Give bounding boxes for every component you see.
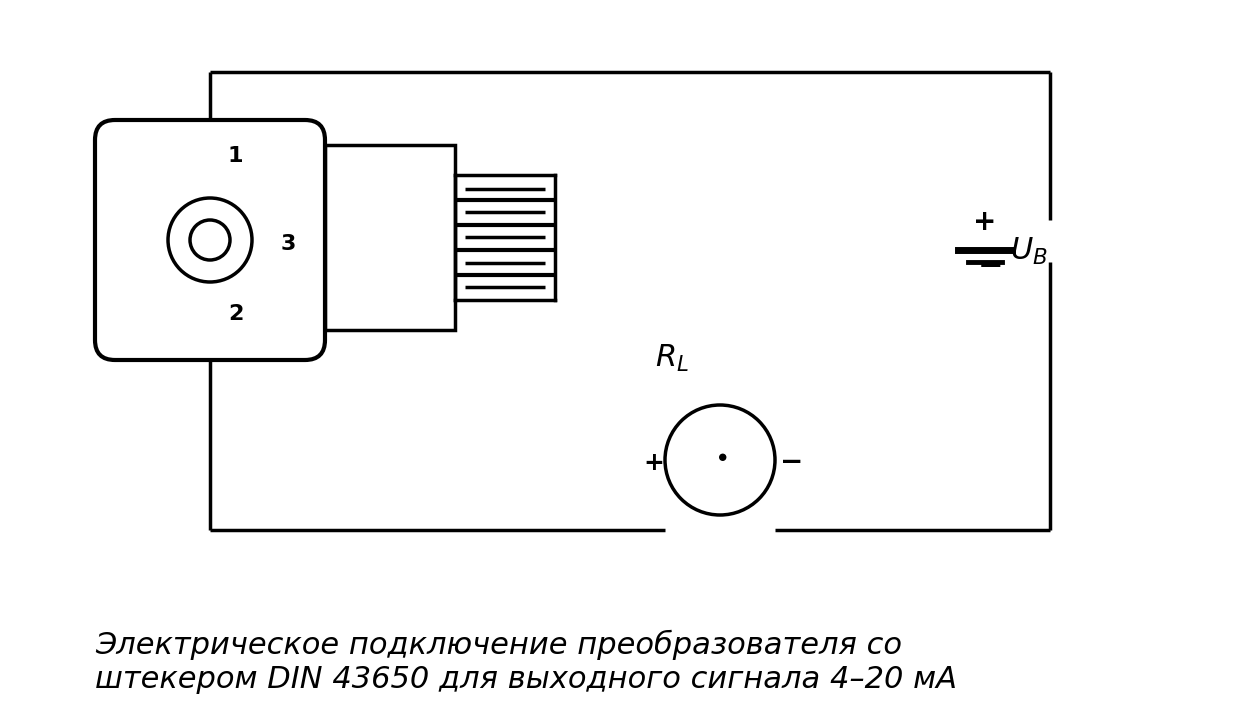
Text: 2: 2: [227, 304, 243, 324]
Text: Электрическое подключение преобразователя со
штекером DIN 43650 для выходного си: Электрическое подключение преобразовател…: [95, 630, 957, 694]
Circle shape: [168, 198, 252, 282]
Circle shape: [665, 405, 775, 515]
Text: −: −: [780, 448, 803, 476]
Text: $U_B$: $U_B$: [1010, 236, 1048, 267]
Circle shape: [719, 454, 726, 460]
Text: 1: 1: [227, 146, 243, 166]
Text: 3: 3: [281, 234, 297, 254]
Text: +: +: [973, 208, 996, 236]
Text: +: +: [643, 451, 664, 475]
FancyBboxPatch shape: [95, 120, 325, 360]
Text: −: −: [978, 252, 1004, 281]
Circle shape: [190, 220, 230, 260]
Text: $R_L$: $R_L$: [655, 343, 688, 374]
Bar: [325, 145, 455, 330]
